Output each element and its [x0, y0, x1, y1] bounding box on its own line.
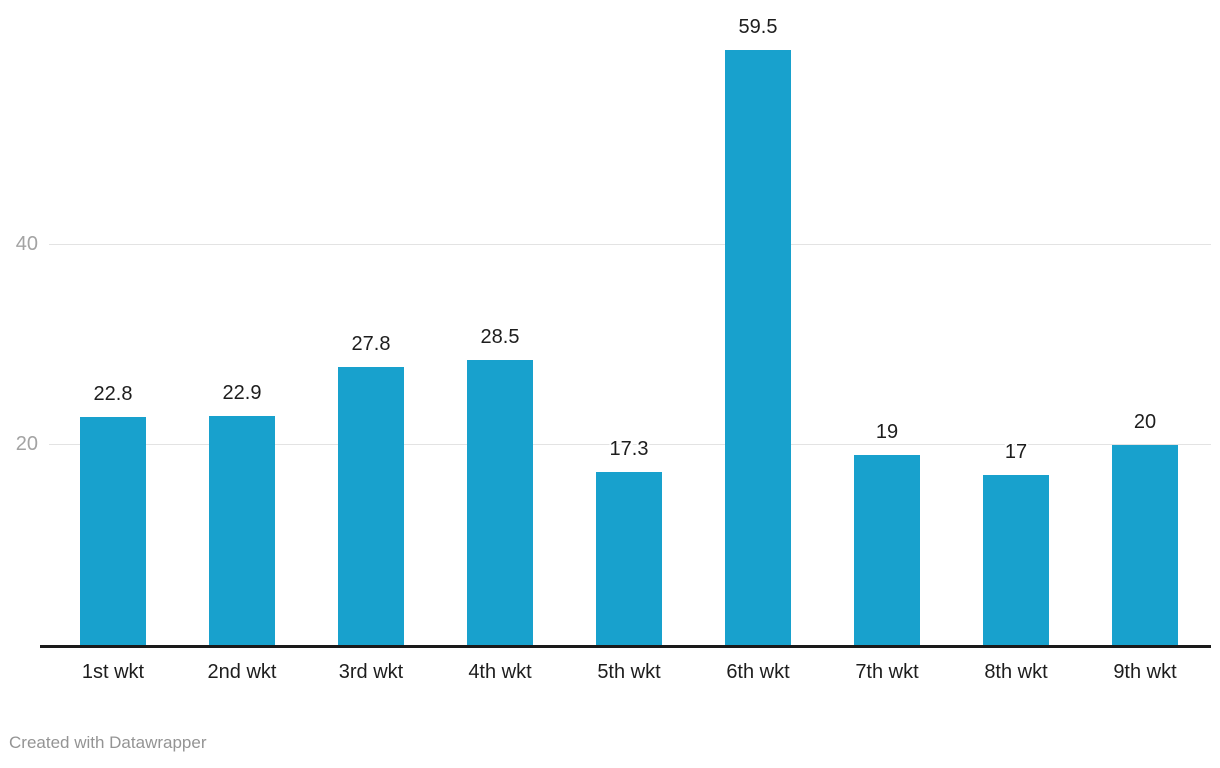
x-axis-category-label: 5th wkt: [597, 661, 661, 683]
bar-8th-wkt: [983, 475, 1049, 645]
gridline-y-20: [49, 444, 1211, 445]
bar-value-label: 27.8: [351, 333, 391, 355]
bar-value-label: 19: [875, 421, 899, 443]
bar-7th-wkt: [854, 455, 920, 645]
x-axis-category-label: 4th wkt: [468, 661, 532, 683]
bar-6th-wkt: [725, 50, 791, 645]
bar-value-label: 20: [1133, 411, 1157, 433]
bar-value-label: 59.5: [738, 16, 778, 38]
x-axis-line: [40, 645, 1211, 648]
bar-4th-wkt: [467, 360, 533, 645]
x-axis-category-label: 6th wkt: [726, 661, 790, 683]
bar-3rd-wkt: [338, 367, 404, 645]
bar-5th-wkt: [596, 472, 662, 645]
x-axis-category-label: 2nd wkt: [207, 661, 277, 683]
datawrapper-attribution-link[interactable]: Created with Datawrapper: [9, 733, 207, 752]
x-axis-category-label: 9th wkt: [1113, 661, 1177, 683]
bar-value-label: 17: [1004, 441, 1028, 463]
x-axis-category-label: 1st wkt: [81, 661, 145, 683]
bar-2nd-wkt: [209, 416, 275, 645]
bar-value-label: 17.3: [609, 438, 649, 460]
bar-1st-wkt: [80, 417, 146, 645]
gridline-y-40: [49, 244, 1211, 245]
bar-value-label: 22.9: [222, 382, 262, 404]
x-axis-category-label: 3rd wkt: [338, 661, 404, 683]
bar-value-label: 22.8: [93, 383, 133, 405]
bar-9th-wkt: [1112, 445, 1178, 645]
bar-value-label: 28.5: [480, 326, 520, 348]
x-axis-category-label: 8th wkt: [984, 661, 1048, 683]
x-axis-category-label: 7th wkt: [855, 661, 919, 683]
y-axis-tick-label: 40: [15, 233, 38, 255]
y-axis-tick-label: 20: [15, 433, 38, 455]
